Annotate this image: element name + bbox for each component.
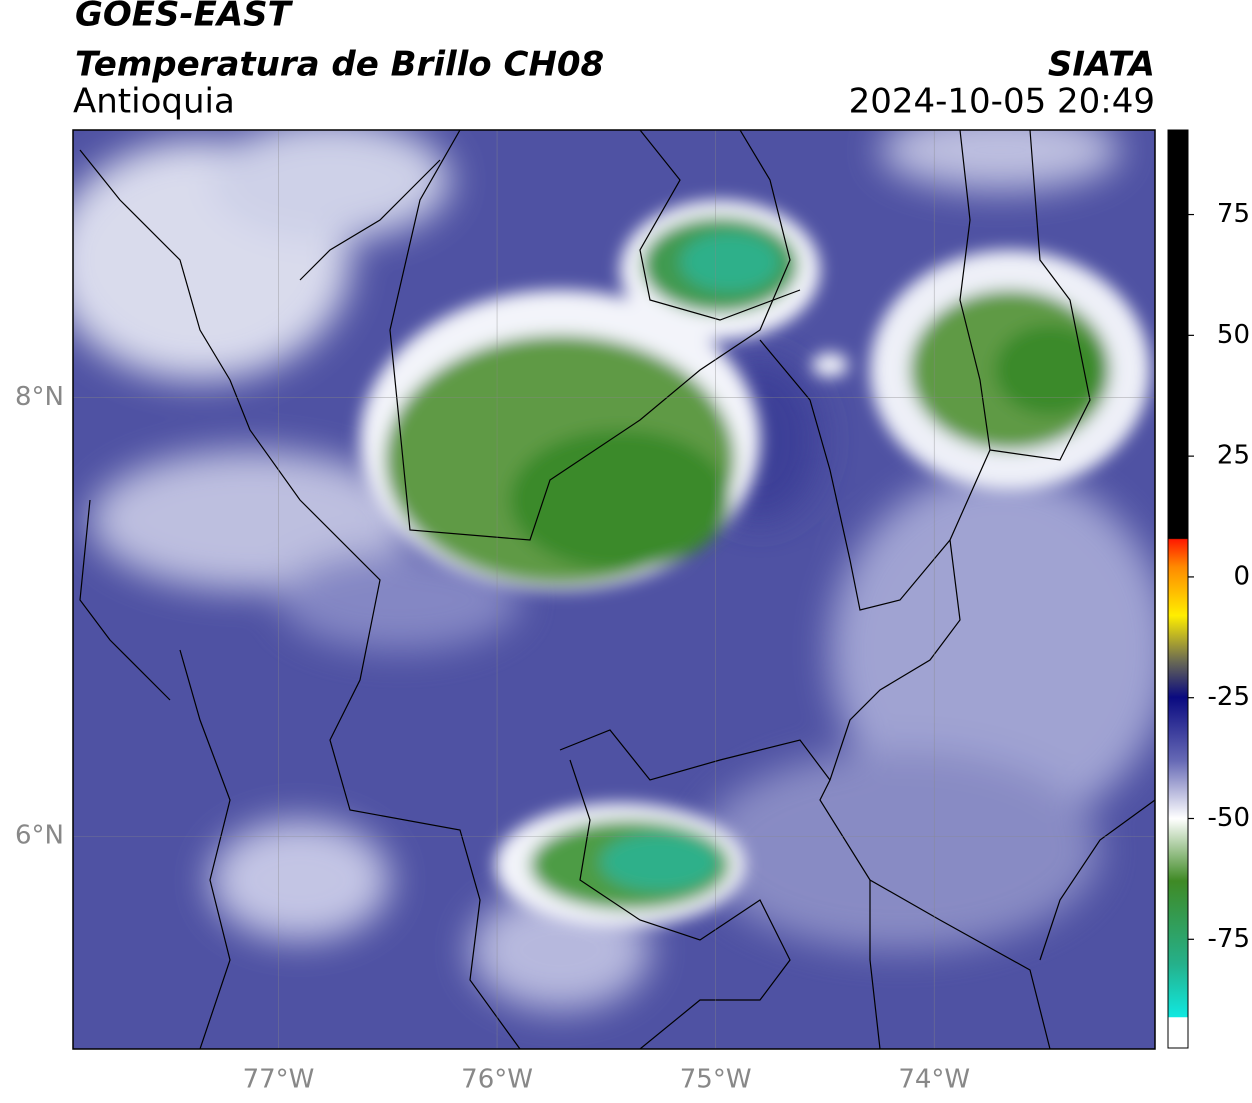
x-tick-label: 75°W xyxy=(680,1065,752,1095)
x-tick-label: 74°W xyxy=(898,1065,970,1095)
colorbar-tick-label: 0 xyxy=(1233,561,1250,591)
x-tick-label: 76°W xyxy=(461,1065,533,1095)
datetime: 2024-10-05 20:49 xyxy=(849,82,1155,122)
colorbar-tick-label: 75 xyxy=(1217,199,1250,229)
title: GOES-EAST xyxy=(75,0,294,35)
colorbar-tick-label: -75 xyxy=(1208,924,1250,954)
region: Antioquia xyxy=(73,82,235,122)
y-tick-label: 8°N xyxy=(15,382,64,412)
map-frame xyxy=(72,129,1156,1050)
satellite-image xyxy=(73,130,1155,1049)
y-tick-label: 6°N xyxy=(15,821,64,851)
colorbar-tick-label: -50 xyxy=(1208,803,1250,833)
colorbar-tick-label: 25 xyxy=(1217,441,1250,471)
colorbar xyxy=(1167,129,1189,1049)
colorbar-tick-label: -25 xyxy=(1208,682,1250,712)
graticule xyxy=(73,130,1155,1049)
x-tick-label: 77°W xyxy=(243,1065,315,1095)
subtitle: Temperatura de Brillo CH08 xyxy=(75,45,604,85)
colorbar-tick-label: 50 xyxy=(1217,320,1250,350)
source: SIATA xyxy=(1048,45,1155,85)
